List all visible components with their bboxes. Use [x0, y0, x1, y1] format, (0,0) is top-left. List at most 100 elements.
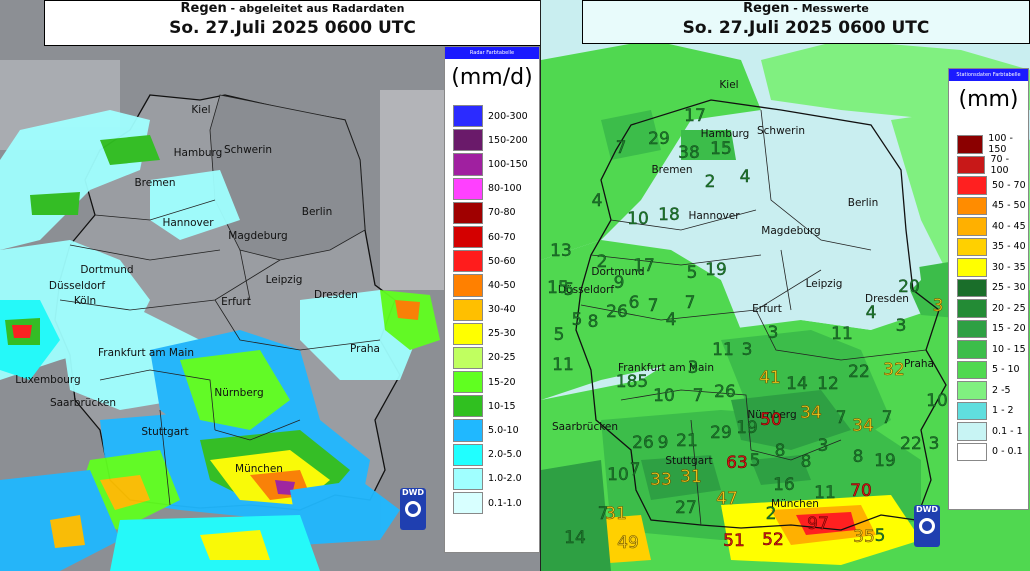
legend-swatch: [453, 492, 483, 515]
legend-label: 20-25: [488, 352, 516, 364]
radar-legend-unit: (mm/d): [451, 65, 533, 90]
station-value: 38: [678, 143, 700, 163]
station-value: 12: [817, 374, 839, 394]
station-value: 9: [613, 273, 625, 293]
station-value: 4: [739, 167, 751, 187]
city-label: Stuttgart: [665, 455, 713, 467]
station-value: 19: [736, 418, 758, 438]
station-value: 3: [932, 296, 944, 317]
dwd-logo-right: DWD: [914, 505, 940, 547]
station-value: 5: [749, 451, 761, 471]
station-value: 7: [835, 408, 847, 428]
station-value: 20: [898, 277, 920, 297]
station-value: 7: [881, 408, 893, 428]
station-value: 8: [587, 312, 599, 332]
city-label: Dresden: [314, 289, 358, 301]
legend-swatch: [957, 217, 987, 236]
legend-swatch: [957, 319, 987, 338]
legend-row: 0 - 0.1: [949, 442, 1028, 463]
station-title: Regen: [743, 1, 790, 16]
city-label: Magdeburg: [761, 225, 821, 237]
legend-swatch: [957, 442, 987, 461]
legend-swatch: [957, 422, 987, 441]
station-map-panel: Regen - Messwerte So. 27.Juli 2025 0600 …: [541, 0, 1030, 571]
station-value: 3: [817, 436, 829, 456]
legend-swatch: [453, 443, 483, 466]
station-value: 8: [800, 452, 812, 472]
city-label: Leipzig: [805, 278, 843, 290]
station-value: 26: [632, 433, 654, 453]
station-value: 8: [852, 447, 864, 467]
station-value: 7: [692, 386, 704, 406]
city-label: Köln: [73, 295, 97, 307]
station-value: 26: [606, 302, 628, 322]
radar-date: So. 27.Juli 2025 0600 UTC: [169, 18, 416, 38]
city-label: Saarbrücken: [49, 397, 117, 409]
station-legend-unit: (mm): [958, 87, 1019, 112]
legend-swatch: [957, 135, 984, 154]
legend-label: 1.0-2.0: [488, 473, 522, 485]
station-value: 8: [774, 441, 786, 461]
station-value: 7: [684, 293, 696, 313]
station-value: 7: [629, 460, 641, 480]
station-value: 7: [597, 504, 609, 524]
legend-label: 50-60: [488, 255, 516, 267]
legend-row: 45 - 50: [949, 196, 1028, 217]
legend-row: 150-200: [445, 128, 539, 152]
city-label: Saarbrücken: [551, 421, 619, 433]
legend-label: 200-300: [488, 110, 528, 122]
legend-row: 10-15: [445, 394, 539, 418]
station-value: 7: [647, 296, 659, 316]
station-value: 10: [627, 209, 649, 229]
dwd-logo-text: DWD: [401, 488, 425, 497]
station-value: 3: [741, 340, 753, 360]
station-value: 35: [853, 527, 875, 548]
legend-swatch: [957, 258, 987, 277]
legend-label: 5.0-10: [488, 425, 519, 437]
legend-row: 60-70: [445, 225, 539, 249]
legend-row: 80-100: [445, 177, 539, 201]
station-value: 15: [710, 139, 732, 159]
station-title-box: Regen - Messwerte So. 27.Juli 2025 0600 …: [582, 0, 1030, 44]
station-value: 15: [547, 278, 569, 298]
legend-label: 35 - 40: [992, 241, 1026, 253]
city-label: Berlin: [847, 197, 879, 209]
legend-row: 100 - 150: [949, 133, 1028, 155]
legend-label: 0.1 - 1: [992, 425, 1023, 437]
radar-map-panel: Regen - abgeleitet aus Radardaten So. 27…: [0, 0, 540, 571]
legend-row: 15 - 20: [949, 319, 1028, 340]
station-value: 3: [687, 358, 699, 378]
city-label: Berlin: [301, 206, 333, 218]
city-label: München: [771, 498, 819, 510]
station-value: 32: [883, 360, 905, 381]
radar-title: Regen: [180, 1, 227, 16]
legend-row: 35 - 40: [949, 237, 1028, 258]
city-label: Erfurt: [752, 303, 782, 315]
station-value: 70: [850, 481, 872, 502]
legend-swatch: [453, 153, 483, 176]
legend-row: 30 - 35: [949, 257, 1028, 278]
station-value: 11: [831, 324, 853, 344]
station-value: 11: [712, 340, 734, 360]
city-label: Dresden: [865, 293, 909, 305]
legend-swatch: [453, 274, 483, 297]
station-value: 19: [874, 451, 896, 471]
legend-swatch: [957, 278, 987, 297]
station-value: 27: [675, 498, 697, 518]
legend-swatch: [957, 381, 987, 400]
legend-row: 1 - 2: [949, 401, 1028, 422]
legend-row: 50 - 70: [949, 175, 1028, 196]
city-label: Dortmund: [591, 266, 645, 278]
station-value: 47: [716, 489, 738, 510]
legend-swatch: [453, 129, 483, 152]
legend-row: 10 - 15: [949, 339, 1028, 360]
city-label: Bremen: [134, 177, 176, 189]
legend-label: 5 - 10: [992, 364, 1020, 376]
station-value: 63: [726, 453, 748, 474]
legend-label: 0.1-1.0: [488, 497, 522, 509]
station-value: 9: [657, 433, 669, 453]
legend-label: 150-200: [488, 134, 528, 146]
legend-swatch: [957, 155, 986, 174]
city-label: Kiel: [719, 79, 739, 91]
legend-row: 1.0-2.0: [445, 467, 539, 491]
